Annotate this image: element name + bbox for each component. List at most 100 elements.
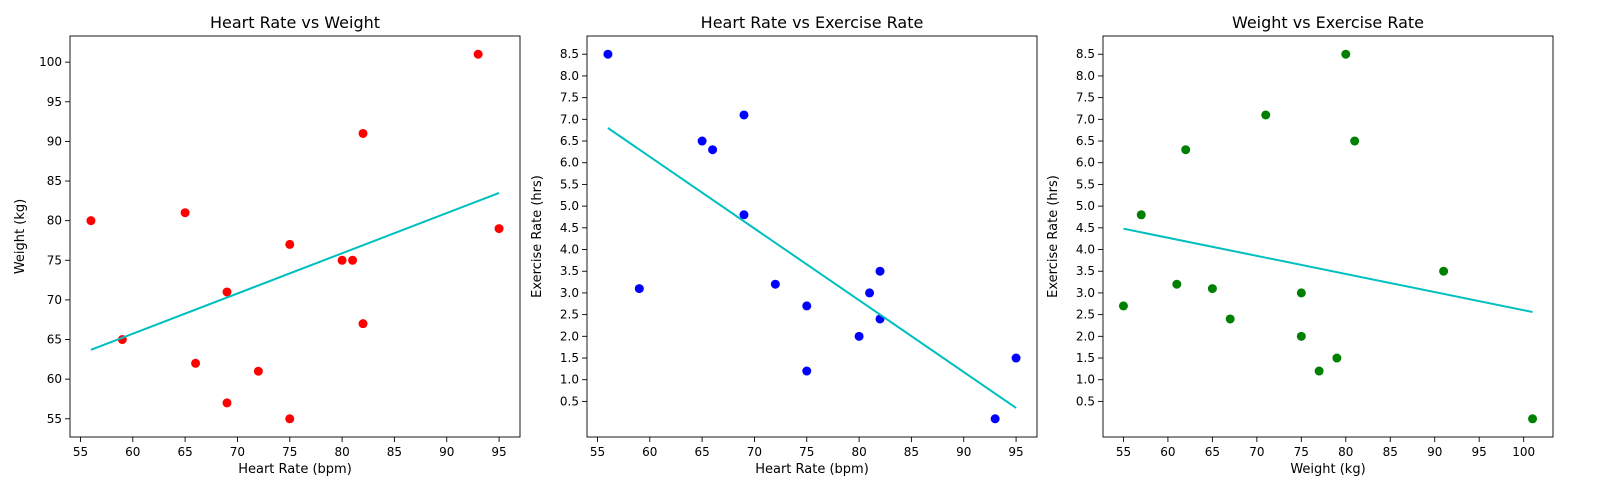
y-tick-label: 2.5 bbox=[1076, 308, 1095, 322]
x-tick-label: 90 bbox=[439, 445, 454, 459]
chart-1: Heart Rate vs Weight 55 60 65 70 75 80 85 90 95 55… bbox=[13, 13, 521, 477]
y-tick-label: 80 bbox=[47, 214, 62, 228]
data-point bbox=[708, 145, 718, 155]
trend-line bbox=[607, 127, 1017, 409]
data-point bbox=[1207, 284, 1217, 294]
data-point bbox=[358, 128, 368, 138]
x-axis-label: Heart Rate (bpm) bbox=[238, 462, 352, 477]
y-tick-label: 7.0 bbox=[560, 112, 579, 126]
data-point bbox=[337, 255, 347, 265]
data-point bbox=[191, 358, 201, 368]
data-point bbox=[1332, 353, 1342, 363]
chart-3: Weight vs Exercise Rate 55 60 65 70 75 80 85 90 9… bbox=[1046, 13, 1554, 477]
data-point bbox=[222, 398, 232, 408]
y-tick-label: 6.0 bbox=[560, 156, 579, 170]
chart-title: Heart Rate vs Weight bbox=[210, 13, 380, 32]
y-axis-label: Exercise Rate (hrs) bbox=[530, 175, 545, 298]
data-point bbox=[770, 279, 780, 289]
x-axis-label: Weight (kg) bbox=[1290, 462, 1365, 477]
trend-line bbox=[90, 191, 500, 351]
data-layer bbox=[603, 49, 1021, 424]
y-tick-label: 90 bbox=[47, 134, 62, 148]
x-tick-label: 95 bbox=[1008, 445, 1023, 459]
chart-title: Heart Rate vs Exercise Rate bbox=[701, 13, 924, 32]
data-point bbox=[285, 239, 295, 249]
x-axis-label: Heart Rate (bpm) bbox=[755, 462, 869, 477]
y-tick-label: 2.0 bbox=[560, 329, 579, 343]
x-tick-label: 80 bbox=[1338, 445, 1353, 459]
y-tick-label: 6.5 bbox=[560, 134, 579, 148]
data-point bbox=[697, 136, 707, 146]
x-tick-label: 80 bbox=[851, 445, 866, 459]
x-tick-label: 85 bbox=[387, 445, 402, 459]
y-tick-label: 7.0 bbox=[1076, 112, 1095, 126]
y-tick-label: 0.5 bbox=[1076, 394, 1095, 408]
data-point bbox=[739, 210, 749, 220]
data-point bbox=[1528, 414, 1538, 424]
x-tick-label: 80 bbox=[334, 445, 349, 459]
y-tick-label: 1.5 bbox=[560, 351, 579, 365]
x-tick-label: 90 bbox=[956, 445, 971, 459]
y-tick-label: 5.0 bbox=[560, 199, 579, 213]
data-point bbox=[1439, 266, 1449, 276]
x-tick-label: 90 bbox=[1427, 445, 1442, 459]
x-tick-label: 65 bbox=[177, 445, 192, 459]
trend-line bbox=[1123, 227, 1533, 313]
y-tick-label: 3.0 bbox=[1076, 286, 1095, 300]
y-tick-label: 95 bbox=[47, 95, 62, 109]
y-tick-label: 5.0 bbox=[1076, 199, 1095, 213]
x-tick-label: 75 bbox=[1294, 445, 1309, 459]
y-tick-label: 4.0 bbox=[1076, 243, 1095, 257]
data-point bbox=[1261, 110, 1271, 120]
data-point bbox=[802, 366, 812, 376]
data-point bbox=[1296, 331, 1306, 341]
y-tick-label: 1.0 bbox=[560, 373, 579, 387]
data-point bbox=[1225, 314, 1235, 324]
data-point bbox=[802, 301, 812, 311]
x-tick-label: 70 bbox=[747, 445, 762, 459]
y-tick-label: 8.5 bbox=[560, 47, 579, 61]
data-layer bbox=[1118, 49, 1538, 424]
x-tick-label: 55 bbox=[590, 445, 605, 459]
data-point bbox=[180, 208, 190, 218]
y-tick-label: 60 bbox=[47, 372, 62, 386]
y-tick-label: 65 bbox=[47, 333, 62, 347]
data-point bbox=[1136, 210, 1146, 220]
x-tick-label: 65 bbox=[694, 445, 709, 459]
data-layer bbox=[86, 49, 504, 424]
y-tick-label: 55 bbox=[47, 412, 62, 426]
x-tick-label: 100 bbox=[1512, 445, 1535, 459]
plot-frame bbox=[586, 35, 1038, 438]
data-point bbox=[634, 284, 644, 294]
y-tick-label: 6.5 bbox=[1076, 134, 1095, 148]
x-tick-label: 60 bbox=[1160, 445, 1175, 459]
x-tick-label: 95 bbox=[1472, 445, 1487, 459]
y-tick-label: 85 bbox=[47, 174, 62, 188]
y-tick-label: 7.5 bbox=[1076, 91, 1095, 105]
data-point bbox=[358, 319, 368, 329]
y-tick-label: 8.5 bbox=[1076, 47, 1095, 61]
data-point bbox=[875, 266, 885, 276]
y-tick-label: 8.0 bbox=[560, 69, 579, 83]
y-tick-label: 8.0 bbox=[1076, 69, 1095, 83]
x-tick-label: 65 bbox=[1205, 445, 1220, 459]
x-tick-label: 70 bbox=[1249, 445, 1264, 459]
data-point bbox=[1296, 288, 1306, 298]
y-tick-label: 1.0 bbox=[1076, 373, 1095, 387]
data-point bbox=[1314, 366, 1324, 376]
data-point bbox=[854, 331, 864, 341]
data-point bbox=[494, 224, 504, 234]
x-tick-label: 75 bbox=[282, 445, 297, 459]
data-point bbox=[1181, 145, 1191, 155]
chart-title: Weight vs Exercise Rate bbox=[1232, 13, 1424, 32]
y-tick-label: 0.5 bbox=[560, 394, 579, 408]
y-tick-label: 4.5 bbox=[560, 221, 579, 235]
chart-2: Heart Rate vs Exercise Rate 55 60 65 70 75 80 8… bbox=[530, 13, 1038, 477]
y-tick-label: 5.5 bbox=[560, 177, 579, 191]
data-point bbox=[222, 287, 232, 297]
x-tick-label: 60 bbox=[125, 445, 140, 459]
data-point bbox=[473, 49, 483, 59]
y-tick-label: 6.0 bbox=[1076, 156, 1095, 170]
x-tick-label: 55 bbox=[1116, 445, 1131, 459]
